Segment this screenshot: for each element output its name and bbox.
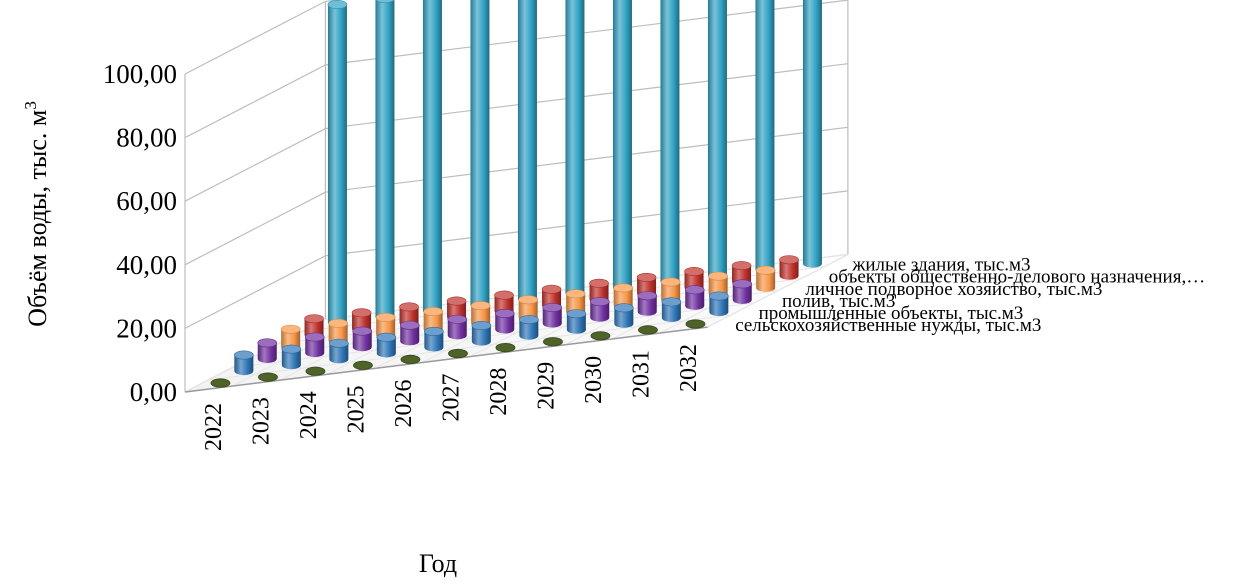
series-label: полив, тыс.м3	[782, 291, 895, 312]
y-tick-label: 0,00	[130, 377, 177, 407]
gridline	[184, 0, 342, 75]
bar	[685, 319, 706, 329]
y-tick-label: 80,00	[116, 123, 177, 153]
series-label: личное подворное хозяйство, тыс.м3	[805, 279, 1102, 300]
bar	[612, 0, 632, 292]
y-axis-title: Объём воды, тыс. м3	[21, 101, 52, 327]
bar	[424, 326, 444, 352]
bar	[399, 320, 420, 346]
chart-walls	[184, 0, 849, 392]
bar	[684, 285, 705, 310]
bar	[329, 338, 349, 364]
series-label: сельскохозяйственные нужды, тыс.м3	[735, 315, 1041, 336]
bar	[802, 0, 822, 268]
bar	[565, 0, 585, 298]
bar	[281, 344, 302, 370]
bar	[353, 360, 373, 370]
bar	[352, 326, 373, 352]
bar	[448, 348, 468, 359]
bar	[661, 297, 682, 322]
series-label: жилые здания, тыс.м3	[851, 255, 1030, 276]
bar	[637, 291, 658, 316]
bar	[494, 308, 515, 334]
x-tick-label: 2032	[676, 344, 702, 392]
series-label: объекты общественно-делового назначения,…	[829, 267, 1205, 288]
bar	[376, 332, 397, 358]
bar	[589, 297, 610, 322]
gridline	[184, 63, 848, 202]
x-axis-title: Год	[419, 549, 457, 578]
y-tick-label: 60,00	[116, 186, 177, 216]
x-tick-label: 2028	[486, 368, 512, 416]
bar	[400, 354, 421, 364]
series-axis-labels: сельскохозяйственные нужды, тыс.м3промыш…	[735, 255, 1205, 337]
bars	[210, 0, 822, 388]
series-label: промышленные объекты, тыс.м3	[759, 303, 1024, 324]
bar	[258, 372, 278, 382]
bar	[779, 255, 799, 280]
bar	[471, 320, 492, 346]
x-tick-label: 2025	[344, 385, 370, 433]
bar	[709, 291, 729, 317]
x-tick-label: 2029	[534, 362, 560, 410]
bar	[517, 0, 537, 304]
bar	[422, 0, 442, 315]
x-tick-label: 2030	[581, 356, 607, 404]
bar	[495, 342, 516, 353]
bar	[210, 378, 231, 388]
gridline	[184, 126, 848, 266]
gridline	[184, 0, 848, 139]
bar	[755, 265, 776, 292]
bar	[566, 309, 587, 334]
x-tick-label: 2022	[201, 403, 227, 451]
y-tick-labels: 0,00 20,00 40,00 60,00 80,00 100,00	[103, 59, 177, 407]
x-tick-label: 2024	[296, 391, 322, 439]
bar	[304, 332, 325, 358]
y-tick-label: 20,00	[116, 313, 177, 343]
x-tick-label: 2023	[249, 397, 275, 445]
bar	[234, 350, 254, 376]
bar	[305, 366, 326, 376]
bar	[660, 0, 680, 286]
bar	[543, 337, 563, 347]
x-tick-label: 2031	[629, 350, 655, 398]
bar	[327, 0, 348, 327]
bar	[257, 338, 278, 363]
bar	[732, 279, 753, 304]
chart-floor	[184, 254, 849, 393]
bar	[707, 0, 727, 280]
x-tick-label: 2027	[439, 374, 465, 422]
bar	[590, 331, 611, 341]
bar	[755, 0, 775, 274]
bar	[447, 314, 468, 340]
bar	[542, 302, 563, 328]
x-tick-label: 2026	[391, 379, 417, 427]
y-tick-label: 40,00	[116, 250, 177, 280]
bar	[614, 303, 634, 328]
x-tick-labels: 2022 2023 2024 2025 2026 2027 2028 2029 2030 2031…	[201, 344, 702, 451]
bar	[638, 325, 658, 335]
bar	[470, 0, 490, 309]
bar	[519, 315, 539, 340]
bar	[375, 0, 395, 321]
y-tick-label: 100,00	[103, 59, 177, 89]
